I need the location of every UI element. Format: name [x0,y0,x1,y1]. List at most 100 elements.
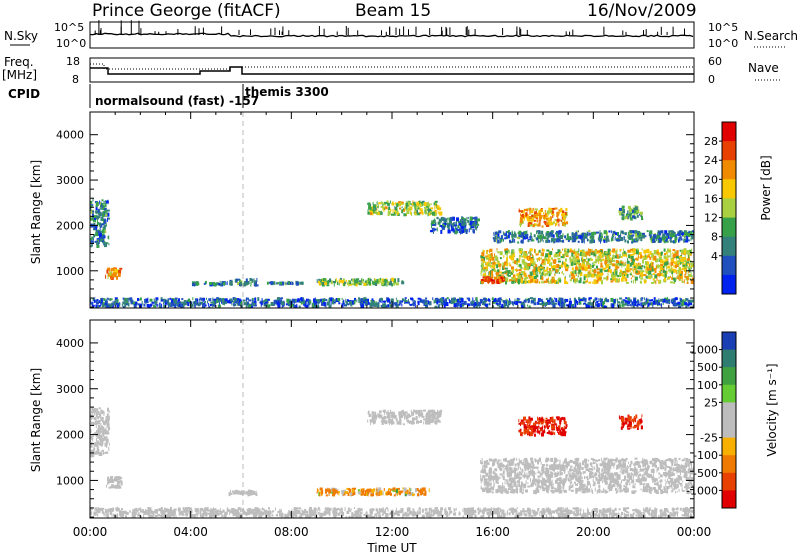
heatmap-cell-power [657,230,659,234]
heatmap-cell-power [496,234,498,239]
heatmap-cell-power [514,298,516,302]
heatmap-cell-vel [350,492,352,497]
heatmap-cell-power [587,301,591,305]
heatmap-cell-power [532,297,536,302]
heatmap-cell-power [103,201,105,205]
heatmap-cell-power [240,304,243,308]
heatmap-cell-power [504,261,507,266]
heatmap-cell-power [610,278,614,281]
heatmap-cell-power [520,267,522,271]
heatmap-cell-power [615,254,619,259]
heatmap-cell-vel [637,474,640,479]
heatmap-cell-power [493,270,497,273]
heatmap-cell-vel [425,412,429,417]
heatmap-cell-power [552,234,555,238]
heatmap-cell-power [219,280,221,284]
heatmap-cell-power [429,301,432,306]
heatmap-cell-power [631,234,635,237]
heatmap-cell-power [314,303,317,306]
heatmap-cell-power [571,267,574,271]
heatmap-cell-power [521,213,524,218]
heatmap-cell-power [216,282,219,286]
heatmap-cell-vel [229,492,233,495]
heatmap-cell-power [246,301,249,306]
heatmap-cell-power [389,200,391,204]
heatmap-cell-power [540,257,542,260]
heatmap-cell-power [149,298,153,302]
heatmap-cell-power [434,301,438,304]
heatmap-cell-vel [114,485,115,488]
heatmap-cell-vel [417,412,421,417]
heatmap-cell-power [358,298,360,303]
heatmap-cell-power [432,224,435,226]
heatmap-cell-power [226,282,228,285]
heatmap-cell-power [687,303,690,307]
heatmap-cell-power [396,203,399,208]
heatmap-cell-power [548,207,551,211]
heatmap-cell-vel [497,465,501,469]
heatmap-cell-power [670,233,674,238]
heatmap-cell-power [618,209,622,213]
heatmap-cell-power [582,256,583,260]
heatmap-cell-vel [245,491,248,495]
heatmap-cell-power [509,239,511,243]
heatmap-cell-vel [96,450,100,455]
heatmap-cell-power [396,299,399,303]
heatmap-cell-power [368,202,371,206]
heatmap-cell-power [113,302,116,305]
heatmap-cell-power [491,264,494,268]
heatmap-cell-power [544,213,547,218]
heatmap-cell-power [442,222,445,225]
heatmap-cell-vel [687,490,690,493]
heatmap-cell-power [671,273,673,276]
heatmap-cell-power [457,225,460,229]
heatmap-cell-power [364,281,367,284]
heatmap-cell-power [561,219,563,224]
heatmap-cell-power [678,237,681,242]
heatmap-cell-power [254,280,256,283]
heatmap-cell-power [627,210,629,213]
heatmap-cell-vel [252,491,255,495]
heatmap-cell-power [582,281,585,284]
heatmap-cell-power [453,222,455,227]
heatmap-cell-power [412,203,416,206]
heatmap-cell-power [549,270,552,275]
heatmap-cell-power [493,236,496,239]
heatmap-cell-vel [353,492,356,496]
heatmap-cell-power [404,298,406,303]
heatmap-cell-power [553,254,555,258]
heatmap-cell-vel [440,409,443,412]
heatmap-cell-power [237,299,239,302]
heatmap-cell-vel [105,418,109,422]
heatmap-cell-power [501,277,504,282]
heatmap-cell-power [590,252,593,256]
heatmap-cell-power [599,279,603,282]
heatmap-cell-power [481,280,485,284]
heatmap-cell-power [575,231,578,236]
heatmap-cell-power [628,231,631,236]
heatmap-cell-power [208,306,211,308]
heatmap-cell-power [526,255,529,260]
heatmap-cell-power [381,211,383,215]
heatmap-cell-power [335,277,337,282]
heatmap-cell-power [461,303,464,307]
heatmap-cell-power [581,264,584,267]
heatmap-cell-power [431,223,432,228]
heatmap-cell-vel [317,489,319,492]
heatmap-cell-power [649,302,653,306]
heatmap-cell-vel [99,438,101,441]
heatmap-cell-power [147,304,151,308]
heatmap-cell-power [669,236,672,241]
heatmap-cell-vel [99,443,102,446]
heatmap-cell-power [369,279,372,281]
heatmap-cell-power [382,304,385,308]
y-tick-label: 2000 [56,219,84,232]
heatmap-cell-power [491,256,495,261]
heatmap-cell-power [545,298,548,300]
heatmap-cell-power [564,277,566,281]
nave-tick-top: 60 [708,55,722,68]
heatmap-cell-power [587,238,589,242]
heatmap-cell-power [501,299,503,303]
heatmap-cell-vel [238,490,240,495]
